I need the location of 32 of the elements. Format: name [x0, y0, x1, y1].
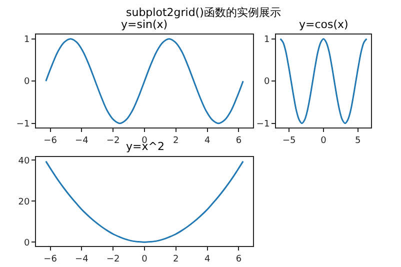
- y-tick-label: 40: [18, 156, 30, 166]
- y-tick-label: 0: [264, 77, 270, 88]
- x-tick-label: 2: [173, 136, 179, 146]
- chart-title: y=sin(x): [121, 18, 168, 31]
- text: subplot2grid()函数的实例展示: [126, 6, 281, 19]
- x-tick-label: −4: [75, 254, 89, 265]
- y-tick-label: 0: [24, 238, 30, 248]
- x-tick-label: −6: [44, 254, 58, 265]
- x-tick-label: −2: [106, 136, 120, 146]
- x-tick-label: −6: [44, 136, 58, 146]
- x-tick-label: −4: [75, 136, 89, 146]
- y-tick-label: 1: [24, 34, 30, 45]
- x-tick-label: −2: [106, 254, 120, 265]
- x-tick-label: 4: [204, 254, 210, 265]
- y-tick-label: −1: [16, 119, 30, 130]
- x-tick-label: 0: [142, 254, 148, 265]
- x-tick-label: 6: [236, 136, 242, 146]
- line-series: [45, 38, 244, 124]
- x-tick-label: 2: [173, 254, 179, 265]
- line-series: [45, 160, 244, 243]
- y-tick-label: −1: [256, 119, 270, 130]
- x-tick-label: 5: [355, 136, 361, 146]
- chart-title: y=x^2: [126, 140, 164, 153]
- y-tick-label: 0: [24, 77, 30, 88]
- x-tick-label: 4: [204, 136, 210, 146]
- y-tick-label: 20: [18, 197, 30, 208]
- x-tick-label: 6: [236, 254, 242, 265]
- y-tick-label: 1: [264, 34, 270, 45]
- x-tick-label: −5: [282, 136, 296, 146]
- line-series: [280, 38, 368, 124]
- x-tick-label: 0: [320, 136, 327, 146]
- chart-title: y=cos(x): [299, 18, 348, 31]
